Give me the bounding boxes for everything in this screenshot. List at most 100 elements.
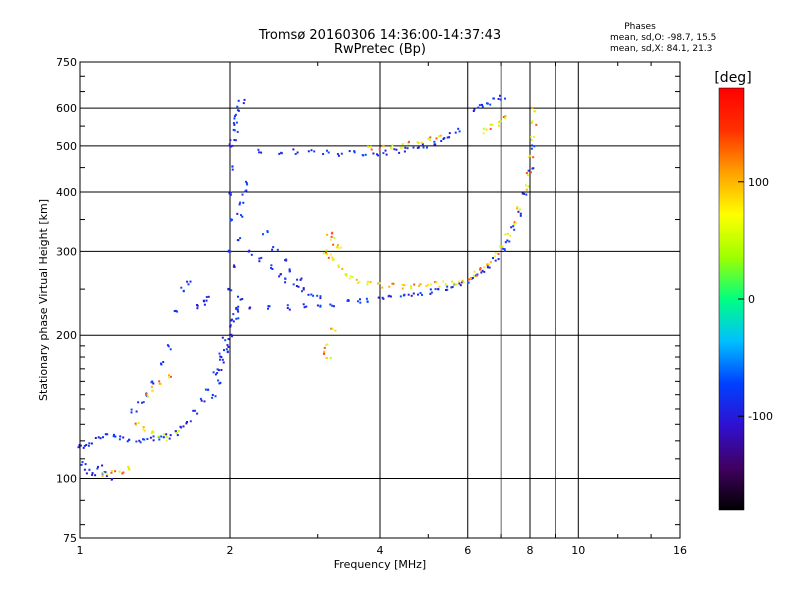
data-point-o: [234, 139, 237, 142]
data-point-x: [168, 374, 170, 377]
data-point-o: [230, 191, 232, 194]
data-point-x: [326, 343, 329, 346]
data-point-x: [419, 283, 422, 286]
data-point-x: [526, 174, 529, 177]
data-point-o: [180, 286, 183, 289]
data-point-o: [165, 433, 168, 436]
data-point-x: [121, 472, 124, 475]
y-tick-label: 200: [56, 329, 77, 342]
data-point-o: [410, 294, 413, 297]
data-point-o: [233, 123, 236, 126]
x-tick-label: 2: [227, 544, 234, 557]
y-tick-label: 400: [56, 186, 77, 199]
y-tick-label: 500: [56, 140, 77, 153]
data-point-o: [262, 233, 264, 236]
data-point-x: [486, 263, 489, 266]
data-point-o: [512, 225, 515, 228]
data-point-o: [97, 465, 99, 468]
data-point-o: [459, 284, 462, 287]
data-point-x: [114, 470, 117, 473]
data-point-o: [85, 444, 88, 446]
data-point-x: [142, 426, 145, 429]
data-point-o: [230, 289, 233, 292]
data-point-x: [514, 221, 517, 224]
data-point-o: [105, 475, 108, 477]
data-point-o: [122, 436, 125, 439]
data-point-o: [403, 293, 406, 296]
data-point-o: [458, 282, 461, 285]
data-point-o: [214, 395, 217, 398]
data-point-o: [250, 253, 253, 256]
data-point-o: [229, 193, 232, 196]
data-point-o: [419, 292, 422, 294]
data-point-x: [177, 429, 180, 432]
data-point-x: [493, 255, 496, 258]
data-point-o: [231, 144, 234, 147]
data-point-x: [118, 470, 121, 473]
data-point-o: [481, 103, 483, 106]
data-point-o: [196, 412, 199, 415]
data-point-o: [220, 369, 223, 371]
data-point-o: [227, 338, 230, 341]
data-point-o: [513, 228, 516, 231]
data-point-x: [401, 283, 404, 286]
data-point-x: [435, 281, 438, 284]
phases-o-values: -98.7, 15.5: [667, 33, 717, 43]
chart-title: Tromsø 20160306 14:36:00-14:37:43: [258, 28, 502, 43]
data-point-x: [504, 233, 507, 236]
data-point-o: [126, 440, 129, 443]
data-point-x: [438, 285, 441, 288]
plot-frame: [79, 61, 681, 539]
x-tick-label: 16: [673, 544, 687, 557]
data-point-o: [229, 219, 232, 222]
data-point-o: [365, 297, 368, 300]
x-ticks: 1 2 4 6 8 10 16: [77, 62, 687, 557]
data-point-o: [488, 266, 491, 269]
data-point-o: [245, 189, 248, 192]
data-point-o: [481, 105, 484, 108]
data-point-o: [532, 167, 535, 170]
data-point-o: [205, 296, 208, 298]
data-point-o: [248, 249, 251, 252]
data-point-o: [118, 438, 121, 441]
data-point-x: [381, 286, 384, 289]
data-point-o: [327, 151, 330, 154]
data-point-o: [359, 301, 362, 304]
data-point-x: [348, 277, 351, 280]
data-point-o: [382, 152, 385, 155]
data-point-o: [508, 240, 511, 243]
data-point-o: [142, 401, 145, 404]
data-point-x: [369, 145, 372, 148]
data-point-o: [237, 239, 240, 242]
data-point-o: [145, 394, 148, 397]
data-point-x: [331, 231, 334, 234]
data-point-o: [233, 139, 236, 141]
data-point-o: [302, 288, 305, 291]
data-point-x: [498, 124, 500, 127]
data-point-o: [446, 136, 449, 139]
data-point-o: [305, 305, 308, 308]
data-point-o: [232, 128, 235, 131]
data-point-x: [399, 146, 402, 149]
data-point-o: [502, 247, 505, 250]
data-point-o: [234, 113, 237, 116]
data-point-x: [128, 467, 130, 470]
data-point-o: [296, 151, 299, 154]
data-point-x: [337, 246, 340, 249]
data-point-x: [427, 137, 430, 140]
data-point-o: [267, 307, 269, 310]
data-point-o: [448, 136, 451, 139]
data-point-x: [151, 390, 154, 393]
data-point-o: [267, 305, 270, 308]
data-point-o: [301, 290, 303, 293]
data-point-x: [336, 246, 339, 248]
data-point-x: [475, 274, 478, 277]
data-point-o: [226, 350, 229, 353]
data-point-o: [82, 446, 85, 449]
data-point-x: [407, 142, 410, 145]
data-point-o: [347, 299, 350, 301]
data-point-x: [331, 328, 334, 331]
data-point-o: [241, 298, 244, 300]
data-point-x: [102, 472, 105, 475]
data-point-x: [330, 235, 333, 238]
